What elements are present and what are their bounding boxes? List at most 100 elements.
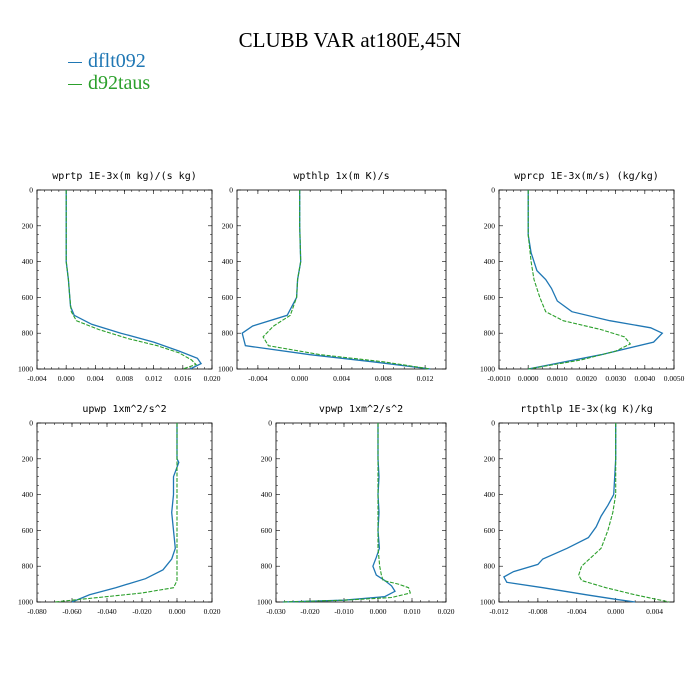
series-line-d92taus xyxy=(54,423,178,603)
panel-4: upwp 1xm^2/s^2 0 200 400 600 800 1000-0.080 -0.… xyxy=(18,404,221,616)
series-line-dflt092 xyxy=(71,423,180,603)
y-tick-label: 800 xyxy=(261,562,273,571)
x-tick-label: 0.0030 xyxy=(605,374,626,383)
legend-label: dflt092 xyxy=(88,50,146,72)
x-tick-label: 0.016 xyxy=(174,374,191,383)
y-tick-label: 1000 xyxy=(218,365,233,374)
legend-label: d92taus xyxy=(88,72,151,94)
series-line-d92taus xyxy=(65,190,198,370)
y-tick-label: 200 xyxy=(222,221,234,230)
x-tick-label: 0.000 xyxy=(169,607,186,616)
y-tick-label: 400 xyxy=(222,257,234,266)
y-tick-label: 800 xyxy=(222,329,234,338)
y-tick-label: 600 xyxy=(261,526,273,535)
figure-title: CLUBB VAR at180E,45N xyxy=(238,28,462,52)
x-tick-label: 0.004 xyxy=(333,374,350,383)
series-line-d92taus xyxy=(527,190,632,370)
y-tick-label: 800 xyxy=(22,562,34,571)
y-tick-label: 0 xyxy=(229,186,233,195)
y-tick-label: 1000 xyxy=(18,598,33,607)
x-tick-label: -0.020 xyxy=(132,607,152,616)
y-tick-label: 200 xyxy=(261,454,273,463)
y-tick-label: 800 xyxy=(484,562,496,571)
x-tick-label: -0.030 xyxy=(266,607,286,616)
x-tick-label: -0.060 xyxy=(62,607,82,616)
x-tick-label: -0.004 xyxy=(567,607,587,616)
y-tick-label: 400 xyxy=(484,490,496,499)
y-tick-label: 200 xyxy=(22,221,34,230)
x-tick-label: 0.012 xyxy=(145,374,162,383)
x-tick-label: 0.0000 xyxy=(518,374,539,383)
y-tick-label: 1000 xyxy=(480,365,495,374)
legend-line-icon xyxy=(68,61,82,63)
plot-frame xyxy=(36,422,213,603)
y-tick-label: 400 xyxy=(22,257,34,266)
plot-frame xyxy=(498,422,675,603)
x-tick-label: 0.020 xyxy=(438,607,455,616)
panel-6: rtpthlp 1E-3x(kg K)/kg02004006008001000-… xyxy=(480,404,675,616)
x-tick-label: 0.000 xyxy=(370,607,387,616)
y-tick-label: 600 xyxy=(484,526,496,535)
x-tick-label: -0.020 xyxy=(300,607,320,616)
x-tick-label: 0.000 xyxy=(607,607,624,616)
plot-frame xyxy=(236,189,447,370)
panel-5: vpwp 1xm^2/s^2 0 200 400 600 800 1000-0.030 -0.… xyxy=(257,404,455,616)
panel-title: vpwp 1xm^2/s^2 xyxy=(319,404,403,415)
series-line-dflt092 xyxy=(65,190,203,370)
series-line-dflt092 xyxy=(503,423,636,603)
plot-frame xyxy=(498,189,675,370)
series-line-dflt092 xyxy=(527,190,664,370)
y-tick-label: 0 xyxy=(491,186,495,195)
series-line-d92taus xyxy=(262,190,431,370)
y-tick-label: 600 xyxy=(22,526,34,535)
y-tick-label: 400 xyxy=(261,490,273,499)
y-tick-label: 800 xyxy=(22,329,34,338)
x-tick-label: 0.004 xyxy=(87,374,104,383)
y-tick-label: 0 xyxy=(491,419,495,428)
legend-line-icon xyxy=(68,83,82,85)
plot-frame xyxy=(275,422,447,603)
x-tick-label: 0.010 xyxy=(404,607,421,616)
y-tick-label: 200 xyxy=(484,221,496,230)
y-tick-label: 0 xyxy=(29,186,33,195)
x-tick-label: 0.004 xyxy=(646,607,663,616)
panel-2: wpthlp 1x(m K)/s 0 200 400 600 800 1000 -0.004 0… xyxy=(218,171,447,383)
x-tick-label: -0.0010 xyxy=(487,374,510,383)
x-tick-label: 0.020 xyxy=(204,374,221,383)
x-tick-label: 0.0020 xyxy=(576,374,597,383)
panel-title: wprcp 1E-3x(m/s) (kg/kg) xyxy=(514,171,659,182)
series-line-dflt092 xyxy=(241,190,431,370)
series-line-d92taus xyxy=(578,423,670,603)
y-tick-label: 400 xyxy=(484,257,496,266)
y-tick-label: 1000 xyxy=(480,598,495,607)
y-tick-label: 600 xyxy=(484,293,496,302)
y-tick-label: 600 xyxy=(222,293,234,302)
y-tick-label: 800 xyxy=(484,329,496,338)
panel-title: rtpthlp 1E-3x(kg K)/kg xyxy=(520,404,652,415)
panel-title: wpthlp 1x(m K)/s xyxy=(293,171,389,182)
legend-entry-dflt092: dflt092 xyxy=(68,50,146,73)
x-tick-label: -0.040 xyxy=(97,607,117,616)
panel-1: wprtp 1E-3x(m kg)/(s kg) 0 200 400 600 800 100… xyxy=(18,171,221,383)
panel-3: wprcp 1E-3x(m/s) (kg/kg) 0 200 400 600 800 100… xyxy=(480,171,685,383)
x-tick-label: 0.000 xyxy=(291,374,308,383)
y-tick-label: 400 xyxy=(22,490,34,499)
x-tick-label: -0.010 xyxy=(334,607,354,616)
x-tick-label: -0.080 xyxy=(27,607,47,616)
x-tick-label: -0.008 xyxy=(528,607,548,616)
x-tick-label: 0.020 xyxy=(204,607,221,616)
x-tick-label: 0.008 xyxy=(375,374,392,383)
plot-frame xyxy=(36,189,213,370)
x-tick-label: 0.0050 xyxy=(664,374,685,383)
x-tick-label: -0.004 xyxy=(27,374,47,383)
y-tick-label: 200 xyxy=(22,454,34,463)
x-tick-label: 0.008 xyxy=(116,374,133,383)
y-tick-label: 1000 xyxy=(18,365,33,374)
x-tick-label: -0.004 xyxy=(248,374,268,383)
series-line-d92taus xyxy=(282,423,412,603)
x-tick-label: 0.012 xyxy=(417,374,434,383)
x-tick-label: 0.0040 xyxy=(635,374,656,383)
x-tick-label: -0.012 xyxy=(489,607,509,616)
y-tick-label: 200 xyxy=(484,454,496,463)
